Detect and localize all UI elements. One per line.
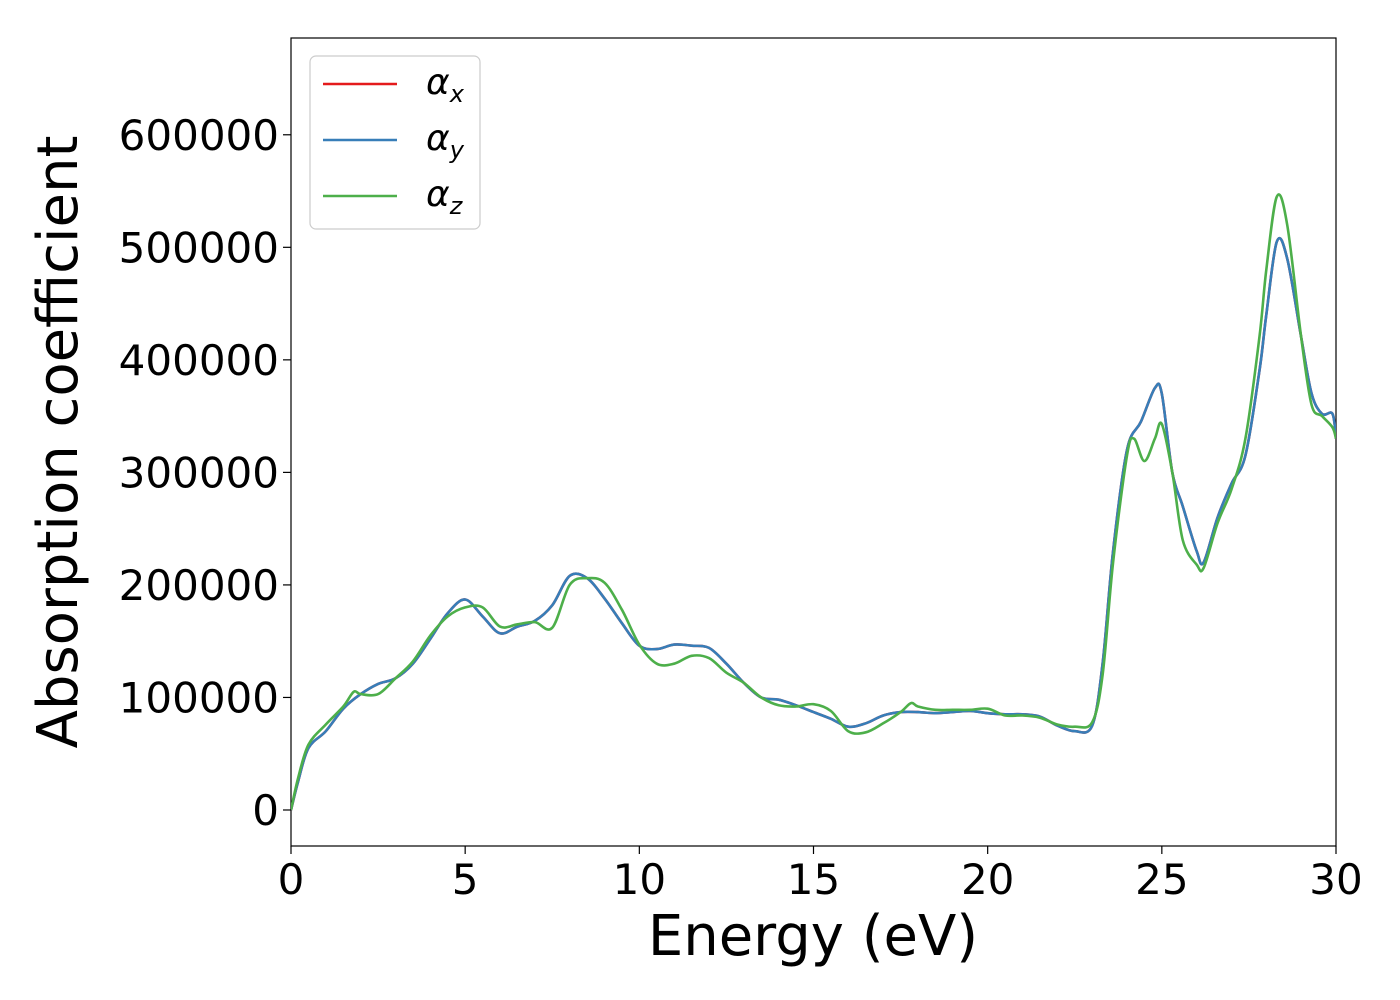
series-line-alpha-z bbox=[291, 193, 1336, 811]
x-tick-label: 20 bbox=[961, 855, 1014, 904]
x-tick-label: 15 bbox=[787, 855, 840, 904]
y-axis-title: Absorption coefficient bbox=[26, 136, 91, 749]
y-tick-label: 600000 bbox=[119, 111, 279, 160]
x-tick-label: 10 bbox=[613, 855, 666, 904]
y-tick-label: 100000 bbox=[119, 673, 279, 722]
y-tick-label: 500000 bbox=[119, 223, 279, 272]
y-tick-label: 400000 bbox=[119, 336, 279, 385]
legend-label-alpha-z: αz bbox=[426, 174, 464, 220]
legend-label-symbol: α bbox=[426, 62, 450, 103]
y-tick-label: 300000 bbox=[119, 448, 279, 497]
series-line-alpha-y bbox=[291, 236, 1336, 811]
x-tick-label: 0 bbox=[278, 855, 305, 904]
x-tick-label: 5 bbox=[452, 855, 479, 904]
legend-label-alpha-x: αx bbox=[426, 62, 465, 108]
y-axis-ticks: 0 100000 200000 300000 400000 500000 600000 bbox=[119, 111, 291, 835]
y-tick-label: 0 bbox=[252, 786, 279, 835]
y-tick-label: 200000 bbox=[119, 561, 279, 610]
legend-box bbox=[309, 55, 481, 230]
legend-label-symbol: α bbox=[426, 174, 450, 215]
legend-label-subscript: z bbox=[449, 192, 464, 220]
legend-label-subscript: y bbox=[449, 136, 465, 164]
x-tick-label: 25 bbox=[1135, 855, 1188, 904]
legend-label-subscript: x bbox=[449, 80, 465, 108]
series-layer bbox=[291, 193, 1336, 811]
x-axis-title: Energy (eV) bbox=[648, 904, 978, 969]
x-tick-label: 30 bbox=[1309, 855, 1362, 904]
legend-label-symbol: α bbox=[426, 118, 450, 159]
legend-label-alpha-y: αy bbox=[426, 118, 465, 164]
x-axis-ticks: 0 5 10 15 20 25 30 bbox=[278, 846, 1363, 904]
